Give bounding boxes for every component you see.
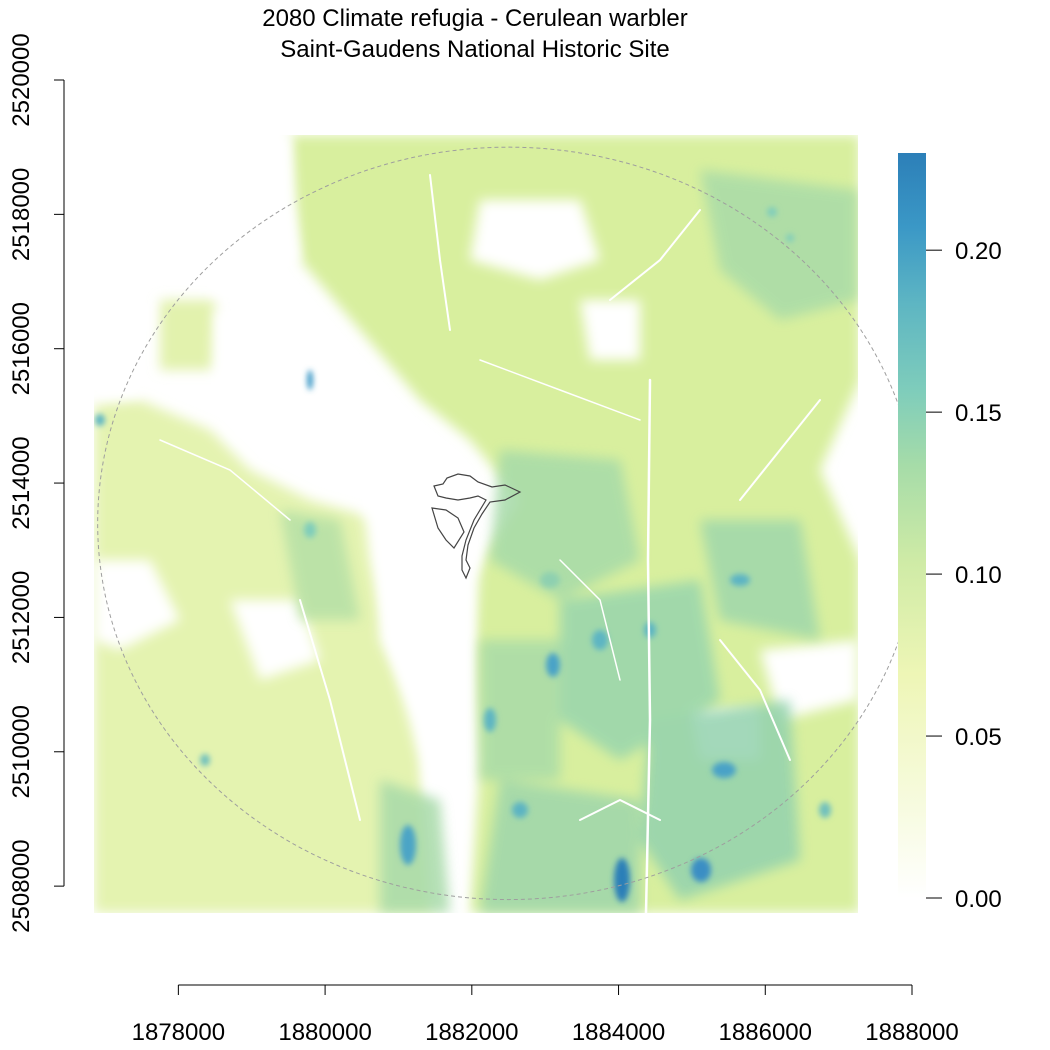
legend-colorbar (898, 153, 926, 898)
y-tick-label: 2512000 (8, 571, 35, 664)
y-tick-label: 2508000 (8, 839, 35, 932)
legend-tick-label: 0.20 (955, 238, 1002, 265)
map-subtitle: Saint-Gaudens National Historic Site (280, 36, 670, 63)
refugia-raster (94, 135, 858, 913)
x-tick-label: 1884000 (572, 1019, 665, 1046)
color-legend: 0.00 0.05 0.10 0.15 0.20 (898, 153, 1002, 913)
x-tick-label: 1888000 (865, 1019, 958, 1046)
y-tick-label: 2518000 (8, 168, 35, 261)
legend-tick-label: 0.00 (955, 886, 1002, 913)
legend-tick-label: 0.05 (955, 724, 1002, 751)
y-tick-label: 2516000 (8, 302, 35, 395)
y-tick-label: 2520000 (8, 33, 35, 126)
y-tick-label: 2514000 (8, 436, 35, 529)
map-title: 2080 Climate refugia - Cerulean warbler (262, 5, 688, 32)
y-axis: 2508000 2510000 2512000 2514000 2516000 25180… (8, 33, 65, 933)
x-tick-label: 1880000 (278, 1019, 371, 1046)
x-axis: 1878000 1880000 1882000 1884000 1886000 18880… (132, 984, 959, 1046)
x-tick-label: 1878000 (132, 1019, 225, 1046)
legend-tick-label: 0.15 (955, 400, 1002, 427)
x-tick-label: 1886000 (719, 1019, 812, 1046)
park-boundary (431, 473, 522, 580)
x-tick-label: 1882000 (425, 1019, 518, 1046)
legend-tick-label: 0.10 (955, 562, 1002, 589)
y-tick-label: 2510000 (8, 705, 35, 798)
